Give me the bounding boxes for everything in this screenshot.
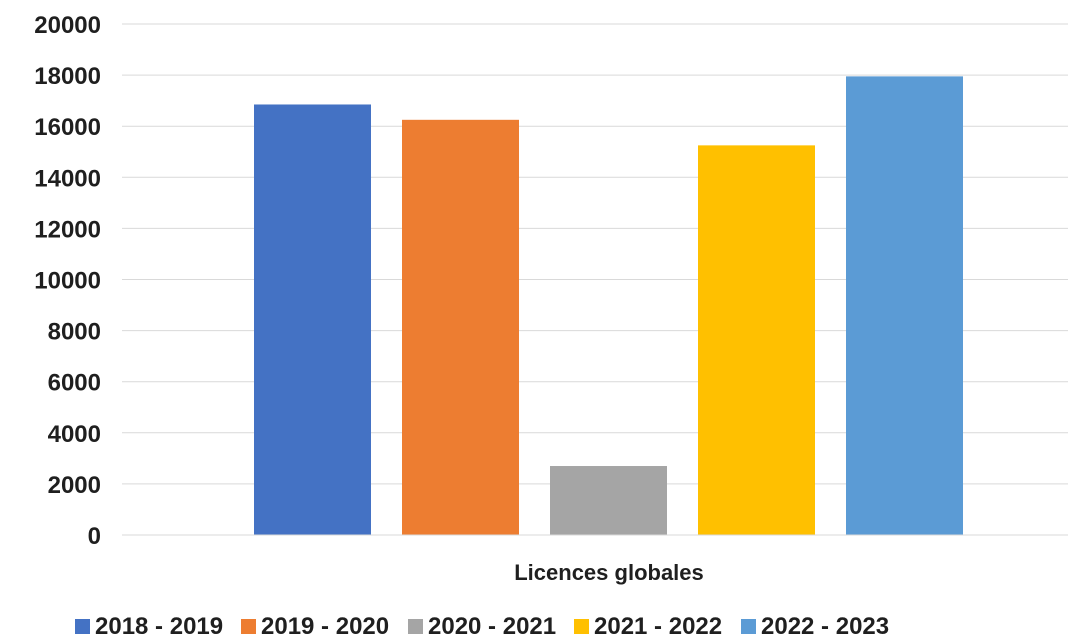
bar-2020-2021	[550, 466, 667, 535]
legend-swatch	[741, 619, 756, 634]
y-tick-label: 18000	[34, 63, 101, 90]
legend-label: 2018 - 2019	[95, 613, 223, 638]
y-tick-label: 2000	[48, 472, 101, 499]
y-tick-label: 10000	[34, 268, 101, 295]
legend-label: 2021 - 2022	[594, 613, 722, 638]
x-axis-category-label: Licences globales	[514, 560, 704, 585]
y-tick-label: 16000	[34, 114, 101, 141]
bars	[254, 76, 963, 536]
bar-2019-2020	[402, 119, 519, 535]
legend-label: 2020 - 2021	[428, 613, 556, 638]
bar-2021-2022	[698, 145, 815, 536]
legend-label: 2019 - 2020	[261, 613, 389, 638]
legend-label: 2022 - 2023	[761, 613, 889, 638]
y-tick-label: 14000	[34, 165, 101, 192]
y-tick-label: 20000	[34, 12, 101, 39]
bar-2022-2023	[846, 76, 963, 535]
y-tick-label: 0	[88, 523, 101, 550]
y-axis-tick-labels: 0 2000 4000 6000 8000 10000 12000 14000 16000 180…	[34, 12, 101, 550]
y-tick-label: 8000	[48, 319, 101, 346]
y-tick-label: 4000	[48, 421, 101, 448]
legend-swatch	[408, 619, 423, 634]
legend-swatch	[75, 619, 90, 634]
legend: 2018 - 2019 2019 - 2020 2020 - 2021 2021 - …	[75, 613, 889, 640]
bar-2018-2019	[254, 104, 371, 536]
y-tick-label: 6000	[48, 370, 101, 397]
legend-swatch	[574, 619, 589, 634]
y-tick-label: 12000	[34, 216, 101, 243]
legend-swatch	[241, 619, 256, 634]
